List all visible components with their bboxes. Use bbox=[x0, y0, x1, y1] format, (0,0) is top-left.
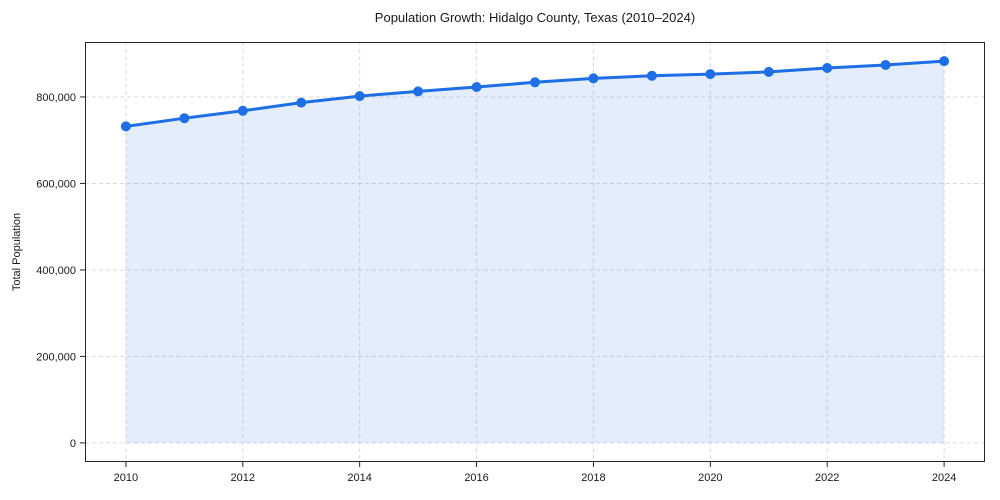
data-point bbox=[413, 86, 424, 97]
data-point bbox=[237, 105, 248, 116]
data-point bbox=[354, 91, 365, 102]
data-point bbox=[646, 70, 657, 81]
data-point bbox=[471, 82, 482, 92]
data-point bbox=[880, 60, 891, 70]
x-tick-label: 2018 bbox=[581, 472, 605, 484]
y-tick-label: 0 bbox=[70, 438, 76, 450]
data-point bbox=[530, 77, 540, 88]
data-point bbox=[763, 66, 774, 77]
x-tick-label: 2022 bbox=[815, 472, 839, 484]
y-tick-label: 400,000 bbox=[36, 265, 76, 277]
y-tick-label: 800,000 bbox=[36, 92, 76, 104]
plot-border bbox=[85, 42, 985, 462]
data-point bbox=[179, 113, 190, 124]
y-tick-label: 200,000 bbox=[36, 351, 76, 363]
data-point bbox=[588, 73, 599, 84]
x-tick-label: 2012 bbox=[231, 472, 255, 484]
data-point bbox=[296, 97, 307, 108]
y-tick-label: 600,000 bbox=[36, 178, 76, 190]
x-tick-label: 2020 bbox=[698, 472, 722, 484]
x-tick-label: 2010 bbox=[114, 472, 138, 484]
data-point bbox=[120, 121, 131, 132]
data-point bbox=[705, 69, 716, 80]
data-point bbox=[822, 63, 833, 73]
area-fill bbox=[125, 61, 945, 443]
x-tick-label: 2016 bbox=[464, 472, 488, 484]
chart-title: Population Growth: Hidalgo County, Texas… bbox=[374, 10, 696, 25]
x-tick-label: 2014 bbox=[347, 472, 371, 484]
x-tick-label: 2024 bbox=[932, 472, 956, 484]
data-point bbox=[939, 56, 950, 67]
